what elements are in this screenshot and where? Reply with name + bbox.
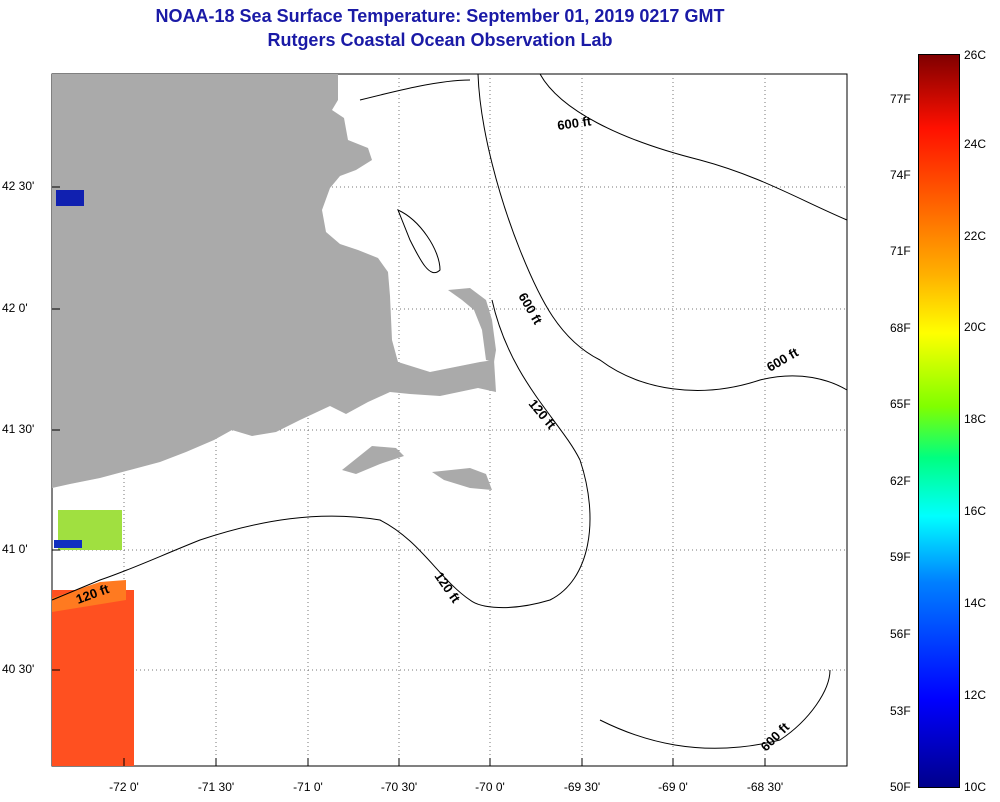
nantucket — [432, 468, 492, 490]
colorbar-f-label: 77F — [890, 92, 911, 106]
sst-warm-region — [52, 590, 134, 766]
contour-label: 600 ft — [556, 113, 592, 133]
colorbar-f-label: 53F — [890, 704, 911, 718]
lat-label: 42 30' — [2, 179, 35, 193]
axis-ticks — [52, 186, 766, 766]
colorbar-f-label: 50F — [890, 780, 911, 794]
lon-label: -68 30' — [746, 780, 784, 794]
colorbar-c-label: 26C — [964, 48, 987, 62]
lon-label: -72 0' — [109, 780, 139, 794]
bathymetry-contours — [51, 73, 848, 749]
lon-label: -71 30' — [197, 780, 235, 794]
lon-label: -71 0' — [293, 780, 323, 794]
colorbar-c-label: 16C — [964, 504, 987, 518]
colorbar-c-label: 14C — [964, 596, 987, 610]
colorbar-f-label: 62F — [890, 474, 911, 488]
cape-cod — [448, 288, 496, 362]
map-subtitle: Rutgers Coastal Ocean Observation Lab — [267, 30, 613, 50]
lat-label: 41 0' — [2, 542, 28, 556]
colorbar-c-label: 12C — [964, 688, 987, 702]
lon-label: -69 0' — [658, 780, 688, 794]
map-title: NOAA-18 Sea Surface Temperature: Septemb… — [155, 6, 725, 26]
land-mass — [52, 74, 496, 488]
sst-warm-edge — [52, 580, 126, 612]
colorbar-f-label: 74F — [890, 168, 911, 182]
colorbar-f-label: 59F — [890, 550, 911, 564]
colorbar-f-label: 68F — [890, 321, 911, 335]
lat-label: 41 30' — [2, 422, 35, 436]
marthas-vineyard — [342, 446, 404, 474]
lon-label: -70 30' — [380, 780, 418, 794]
colorbar-c-label: 24C — [964, 137, 987, 151]
colorbar-c-label: 10C — [964, 780, 987, 794]
sst-cold-patch-north — [56, 190, 84, 206]
colorbar-f-label: 65F — [890, 397, 911, 411]
colorbar-f-label: 71F — [890, 244, 911, 258]
colorbar-c-label: 20C — [964, 320, 987, 334]
lat-label: 40 30' — [2, 662, 35, 676]
color-scale-bar — [918, 54, 960, 788]
colorbar-f-label: 56F — [890, 627, 911, 641]
colorbar-c-label: 22C — [964, 229, 987, 243]
lon-label: -70 0' — [475, 780, 505, 794]
sst-cold-patch — [54, 540, 82, 548]
lon-label: -69 30' — [563, 780, 601, 794]
colorbar-c-label: 18C — [964, 412, 987, 426]
lat-label: 42 0' — [2, 301, 28, 315]
